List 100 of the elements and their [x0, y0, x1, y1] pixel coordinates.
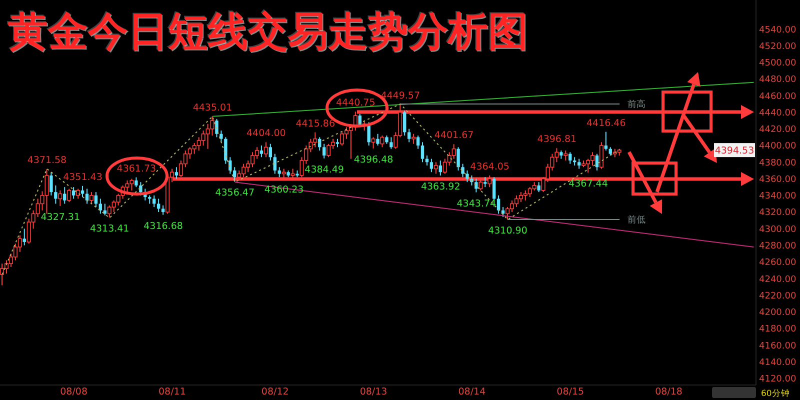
candlestick	[54, 184, 58, 204]
text: 60分钟	[761, 388, 790, 399]
candlestick	[438, 160, 442, 176]
candlestick	[568, 152, 572, 164]
annotation: 4435.01	[192, 102, 232, 114]
annotation: 4449.57	[380, 90, 420, 102]
x-tick-label: 08/18	[655, 386, 682, 398]
annotation: 4384.49	[304, 164, 344, 176]
candlestick	[380, 135, 384, 148]
y-tick-label: 4140.00	[759, 358, 796, 368]
candlestick	[466, 170, 469, 183]
candlestick	[577, 158, 581, 170]
series-label: 前高	[628, 98, 646, 110]
x-tick-label: 08/11	[158, 386, 186, 398]
candlestick	[474, 178, 478, 193]
candlestick	[416, 135, 420, 150]
annotation: 4371.58	[27, 155, 67, 166]
y-tick-label: 4440.00	[759, 108, 796, 118]
y-tick-label: 4300.00	[759, 224, 796, 235]
annotation: 4356.47	[215, 188, 254, 199]
annotation: 4394.53	[714, 146, 754, 157]
x-tick-label: 08/15	[556, 386, 584, 398]
candlestick	[430, 158, 434, 173]
candlestick	[478, 180, 483, 191]
candlestick	[76, 188, 80, 200]
candlestick	[98, 198, 102, 214]
candlestick	[595, 153, 599, 171]
candlestick	[376, 133, 380, 146]
annotation: 4316.68	[144, 220, 183, 232]
candlestick	[72, 186, 76, 200]
candlestick	[161, 204, 165, 216]
candlestick	[130, 178, 134, 191]
candlestick	[67, 188, 72, 203]
y-tick-label: 4280.00	[759, 241, 796, 252]
candlestick	[322, 143, 326, 159]
candlestick	[564, 150, 568, 161]
chart-title: 黄金今日短线交易走势分析图	[8, 7, 528, 57]
y-tick-label: 4160.00	[759, 341, 796, 352]
candlestick	[220, 130, 223, 143]
candlestick	[134, 176, 138, 188]
candlestick	[215, 118, 218, 138]
candlestick	[604, 131, 608, 152]
candlestick	[282, 168, 286, 180]
y-tick-label: 4380.00	[759, 158, 796, 168]
candlestick	[125, 180, 130, 193]
candlestick	[326, 143, 331, 158]
y-tick-label: 4120.00	[759, 374, 796, 385]
y-tick-label: 4400.00	[759, 142, 796, 152]
y-tick-label: 4540.00	[759, 25, 796, 36]
candlestick	[537, 182, 540, 193]
candlestick	[44, 168, 49, 214]
annotation: 4343.74	[456, 198, 496, 210]
candlestick	[264, 142, 268, 158]
y-tick-label: 4220.00	[759, 291, 796, 302]
candlestick	[63, 186, 66, 204]
candlestick	[403, 110, 406, 136]
x-tick-label: 08/13	[360, 386, 388, 398]
candlestick	[22, 228, 26, 246]
y-tick-label: 4420.00	[759, 125, 796, 136]
candlestick	[278, 166, 281, 178]
y-tick-label: 4460.00	[759, 92, 796, 102]
annotation: 4364.05	[470, 161, 510, 172]
candlestick	[89, 192, 94, 204]
candlestick	[224, 136, 228, 164]
y-tick-label: 4320.00	[759, 208, 796, 218]
annotation: 4313.41	[90, 224, 130, 235]
candlestick	[367, 122, 370, 146]
annotation: 4327.31	[40, 212, 80, 223]
candlestick	[152, 194, 156, 208]
y-tick-label: 4340.00	[759, 192, 796, 202]
candlestick	[456, 146, 460, 171]
candlestick	[496, 194, 500, 214]
annotation: 4401.67	[434, 130, 474, 142]
candlestick	[488, 174, 492, 188]
annotation: 4416.46	[586, 118, 626, 129]
annotation: 4396.48	[354, 154, 394, 166]
annotation: 4404.00	[246, 128, 286, 140]
series-label: 前低	[628, 214, 646, 226]
x-tick-label: 08/12	[261, 386, 289, 398]
y-tick-label: 4520.00	[759, 42, 796, 52]
candlestick	[484, 176, 487, 188]
y-tick-label: 4240.00	[759, 274, 796, 285]
candlestick	[452, 144, 456, 160]
x-tick-label: 08/14	[458, 386, 486, 398]
candlestick	[434, 162, 438, 174]
candlestick	[420, 142, 424, 163]
candlestick	[50, 172, 53, 196]
candlestick	[268, 143, 272, 161]
candlestick	[156, 198, 160, 213]
annotation: 4415.86	[296, 118, 336, 130]
candlestick	[371, 136, 376, 149]
candlestick	[273, 153, 276, 174]
candlestick	[599, 142, 604, 170]
y-tick-label: 4200.00	[759, 308, 796, 318]
x-tick-label: 08/08	[60, 386, 88, 398]
y-tick-label: 4260.00	[759, 258, 796, 268]
candlestick	[58, 190, 62, 206]
candlestick	[390, 136, 393, 150]
candlestick	[233, 166, 236, 182]
candlestick	[590, 152, 594, 166]
